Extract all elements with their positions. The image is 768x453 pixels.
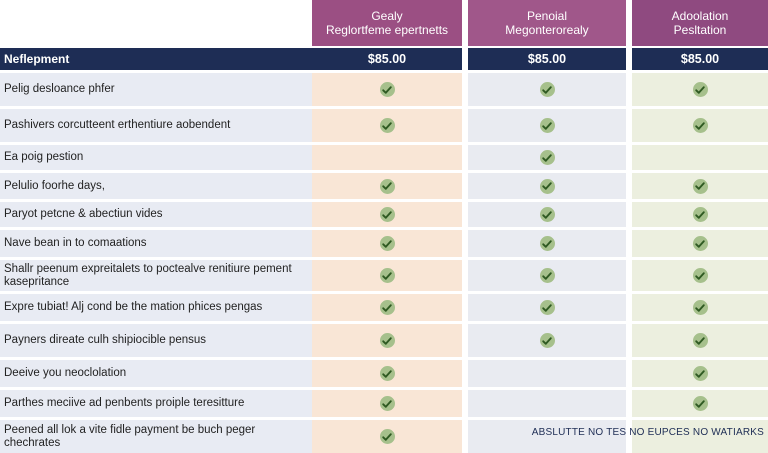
feature-cell-col2 [468,257,626,291]
feature-cell-col2 [468,291,626,321]
feature-cell-col3 [632,227,768,257]
feature-cell-col2 [468,387,626,417]
check-circle-icon [692,118,708,133]
check-circle-icon [692,82,708,97]
check-circle-icon [539,300,555,315]
feature-cell-col1 [312,199,462,227]
feature-cell-col3 [632,417,768,453]
feature-cell-col2 [468,170,626,199]
feature-cell-col3 [632,321,768,357]
feature-row-label: Pashivers corcutteent erthentiure aobend… [0,106,312,142]
feature-cell-col3 [632,357,768,387]
feature-row-label: Parthes meciive ad penbents proiple tere… [0,387,312,417]
feature-row-label: Paryot petcne & abectiun vides [0,199,312,227]
feature-cell-col3 [632,70,768,106]
feature-row-label: Shallr peenum expreitalets to poctealve … [0,257,312,291]
column-3-price: $85.00 [632,46,768,70]
feature-cell-col2 [468,142,626,170]
check-circle-icon [692,178,708,194]
column-3-name-line1: Adoolation [671,9,729,23]
feature-row-label: Pelulio foorhe days, [0,170,312,199]
footer-note: ABSLUTTE NO TES NO EUPCES NO WATIARKS [531,427,764,438]
feature-row-label: Nave bean in to comaations [0,227,312,257]
feature-cell-col2 [468,199,626,227]
feature-cell-col3 [632,387,768,417]
feature-cell-col2 [468,227,626,257]
feature-cell-col3 [632,170,768,199]
feature-cell-col1 [312,417,462,453]
feature-row-label: Deeive you neoclolation [0,357,312,387]
feature-cell-col3 [632,142,768,170]
feature-cell-col1 [312,142,462,170]
feature-cell-col3 [632,199,768,227]
feature-cell-col2 [468,417,626,453]
column-header-2: Penoial Megonterorealy [468,0,626,46]
column-header-3: Adoolation Pesltation [632,0,768,46]
feature-cell-col1 [312,70,462,106]
feature-cell-col1 [312,291,462,321]
check-circle-icon [379,268,395,283]
check-circle-icon [539,268,555,283]
feature-cell-col2 [468,106,626,142]
check-circle-icon [539,333,555,348]
column-1-name-line2: Reglortfeme epertnetts [325,23,449,37]
check-circle-icon [379,333,395,348]
feature-row-label: Payners direate culh shipiocible pensus [0,321,312,357]
check-circle-icon [539,207,555,222]
header-corner [0,0,312,46]
check-circle-icon [539,82,555,97]
feature-cell-col3 [632,291,768,321]
column-2-price: $85.00 [468,46,626,70]
feature-cell-col3 [632,257,768,291]
check-circle-icon [379,429,395,444]
header-row-label: Neflepment [0,46,312,70]
check-circle-icon [379,366,395,381]
feature-row-label: Expre tubiat! Alj cond be the mation phi… [0,291,312,321]
column-3-name-line2: Pesltation [673,23,727,37]
column-header-1: Gealy Reglortfeme epertnetts [312,0,462,46]
check-circle-icon [379,178,395,194]
column-2-name-line1: Penoial [526,9,568,23]
feature-row-label: Ea poig pestion [0,142,312,170]
check-circle-icon [692,396,708,411]
feature-cell-col1 [312,357,462,387]
check-circle-icon [692,333,708,348]
column-2-name-line2: Megonterorealy [505,23,589,37]
column-1-name-line1: Gealy [371,9,403,23]
check-circle-icon [379,207,395,222]
check-circle-icon [692,207,708,222]
check-circle-icon [539,236,555,251]
check-circle-icon [379,396,395,411]
feature-cell-col1 [312,227,462,257]
feature-cell-col1 [312,387,462,417]
feature-row-label: Peened all lok a vite fidle payment be b… [0,417,312,453]
check-circle-icon [692,268,708,283]
feature-cell-col1 [312,106,462,142]
check-circle-icon [692,236,708,251]
check-circle-icon [379,82,395,97]
feature-cell-col3 [632,106,768,142]
feature-cell-col1 [312,170,462,199]
feature-cell-col2 [468,70,626,106]
check-circle-icon [539,150,555,165]
check-circle-icon [539,178,555,194]
column-1-price: $85.00 [312,46,462,70]
check-circle-icon [379,300,395,315]
check-circle-icon [379,236,395,251]
feature-cell-col2 [468,321,626,357]
feature-cell-col2 [468,357,626,387]
feature-cell-col1 [312,257,462,291]
check-circle-icon [692,366,708,381]
check-circle-icon [539,118,555,133]
feature-cell-col1 [312,321,462,357]
feature-row-label: Pelig desloance phfer [0,70,312,106]
check-circle-icon [692,300,708,315]
check-circle-icon [379,118,395,133]
